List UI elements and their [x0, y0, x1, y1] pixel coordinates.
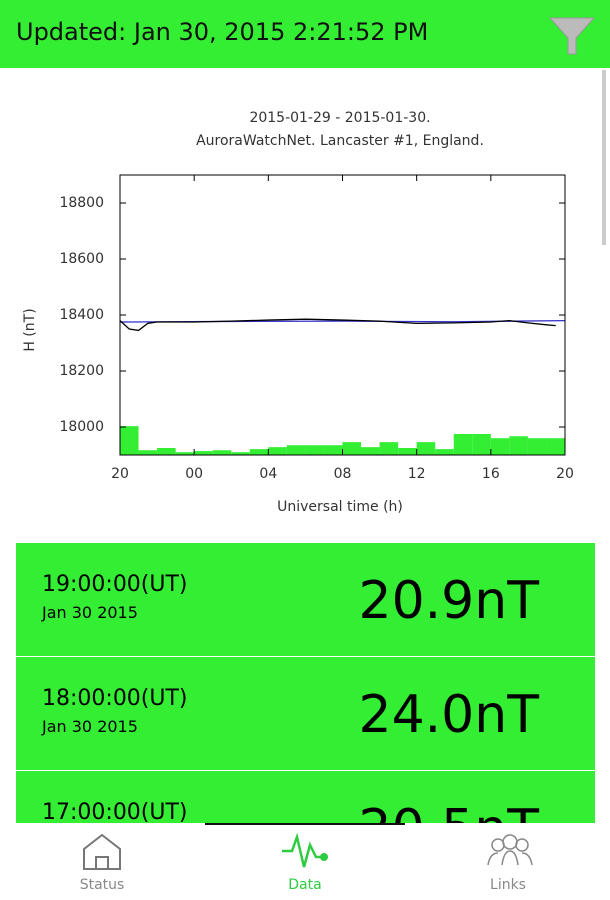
- chart: 2015-01-29 - 2015-01-30. AuroraWatchNet.…: [22, 70, 606, 515]
- chart-title: 2015-01-29 - 2015-01-30.: [249, 110, 430, 126]
- activity-bar: [546, 438, 565, 455]
- x-tick-label: 20: [111, 466, 129, 482]
- activity-bar: [268, 447, 287, 455]
- scrollbar: [602, 70, 606, 245]
- status-icon: [83, 833, 121, 870]
- reading-value: 20.9nT: [358, 571, 539, 631]
- activity-bar: [138, 450, 158, 455]
- activity-bar: [212, 450, 232, 455]
- nav-icons: [83, 832, 533, 870]
- y-tick-label: 18200: [59, 363, 104, 379]
- nav-tab[interactable]: Links: [490, 877, 526, 893]
- activity-bar: [323, 445, 343, 455]
- reading-value: 20.5nT: [358, 799, 539, 823]
- reading-date: Jan 30 2015: [42, 603, 138, 622]
- reading-card[interactable]: 19:00:00(UT) Jan 30 2015 20.9nT: [16, 543, 595, 656]
- activity-bar: [398, 448, 417, 455]
- x-tick-label: 00: [185, 466, 203, 482]
- y-tick-label: 18000: [59, 419, 104, 435]
- activity-bar: [342, 442, 362, 455]
- reading-list: 19:00:00(UT) Jan 30 2015 20.9nT 18:00:00(UT…: [16, 543, 595, 823]
- activity-bar: [509, 436, 528, 455]
- activity-bar: [120, 426, 139, 455]
- data-line: [119, 318, 556, 332]
- nav-tab[interactable]: Data: [288, 877, 322, 893]
- y-tick-label: 18600: [59, 251, 104, 267]
- data-icon: [282, 832, 322, 868]
- activity-bar: [231, 452, 250, 455]
- activity-bar: [379, 442, 399, 455]
- nav-tab[interactable]: Status: [79, 877, 125, 893]
- x-tick-label: 12: [408, 466, 426, 482]
- x-tick-label: 16: [482, 466, 500, 482]
- x-tick-label: 20: [556, 466, 574, 482]
- reading-time: 18:00:00(UT): [42, 686, 188, 711]
- header-title: Updated: Jan 30, 2015 2:21:52 PM: [16, 18, 429, 46]
- x-tick-label: 04: [259, 466, 277, 482]
- filter-icon[interactable]: [548, 14, 596, 58]
- activity-bar: [249, 449, 269, 455]
- x-axis-label: Universal time (h): [277, 499, 403, 515]
- divider: [205, 823, 405, 825]
- x-tick-label: 08: [334, 466, 352, 482]
- bottom-nav: Status Data Links: [0, 823, 610, 900]
- activity-bar: [435, 449, 454, 455]
- data-icon-dot: [320, 853, 328, 861]
- reading-date: Jan 30 2015: [42, 717, 138, 736]
- activity-bar: [472, 434, 491, 455]
- links-icon: [487, 834, 533, 866]
- activity-bar: [194, 451, 213, 455]
- y-axis-label: H (nT): [22, 308, 38, 351]
- activity-bar: [305, 445, 324, 455]
- reading-card[interactable]: 18:00:00(UT) Jan 30 2015 24.0nT: [16, 657, 595, 770]
- reading-time: 19:00:00(UT): [42, 572, 188, 597]
- activity-bar: [490, 438, 510, 455]
- reading-card[interactable]: 17:00:00(UT) 20.5nT: [16, 771, 595, 823]
- reading-time: 17:00:00(UT): [42, 800, 188, 823]
- activity-bar: [416, 442, 436, 455]
- reading-value: 24.0nT: [358, 685, 539, 745]
- activity-bar: [286, 445, 306, 455]
- y-tick-label: 18400: [59, 307, 104, 323]
- activity-bar: [157, 448, 176, 455]
- activity-bar: [361, 447, 380, 455]
- activity-bar: [453, 434, 473, 455]
- chart-subtitle: AuroraWatchNet. Lancaster #1, England.: [196, 133, 484, 149]
- activity-bar: [175, 452, 195, 455]
- y-tick-label: 18800: [59, 195, 104, 211]
- plot-frame: [119, 174, 566, 456]
- header: Updated: Jan 30, 2015 2:21:52 PM: [0, 0, 610, 68]
- activity-bar: [527, 438, 547, 455]
